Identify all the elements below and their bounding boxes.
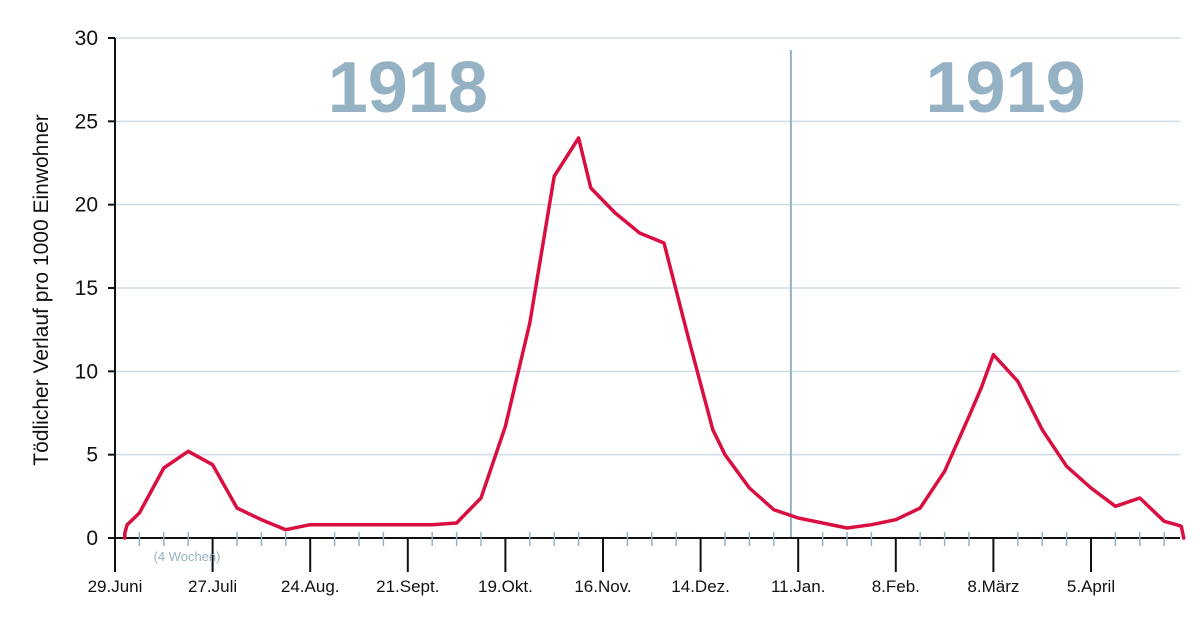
y-axis-ticks: 0 5 10 15 20 25 30: [75, 27, 115, 550]
year-labels: 1918 1919: [328, 48, 1086, 128]
x-axis-ticks: 29.Juni 27.Juli 24.Aug. 21.Sept. 19.Okt. 16.N…: [88, 532, 1165, 596]
x-tick-label: 29.Juni: [88, 577, 143, 596]
year-label: 1919: [926, 48, 1086, 128]
x-tick-label: 16.Nov.: [574, 577, 631, 596]
y-tick-label: 15: [75, 277, 98, 300]
series-lines: [123, 136, 1186, 540]
series-line: [123, 136, 1186, 540]
x-tick-label: 8.Feb.: [872, 577, 920, 596]
x-tick-label: 24.Aug.: [281, 577, 340, 596]
gridlines: [115, 37, 1180, 538]
y-tick-label: 30: [75, 27, 98, 50]
y-tick-label: 20: [75, 194, 98, 217]
x-tick-label: 21.Sept.: [376, 577, 439, 596]
y-axis-title: Tödlicher Verlauf pro 1000 Einwohner: [30, 114, 53, 465]
x-tick-label: 19.Okt.: [478, 577, 533, 596]
y-tick-label: 5: [86, 444, 98, 467]
y-tick-label: 0: [86, 527, 98, 550]
y-tick-label: 25: [75, 110, 98, 133]
year-label: 1918: [328, 48, 488, 128]
annotation-4-wochen: (4 Wochen): [154, 549, 221, 564]
x-tick-label: 8.März: [967, 577, 1019, 596]
x-tick-label: 11.Jan.: [771, 577, 826, 596]
x-tick-label: 27.Juli: [188, 577, 237, 596]
x-tick-label: 5.April: [1067, 577, 1115, 596]
y-tick-label: 10: [75, 360, 98, 383]
x-tick-label: 14.Dez.: [671, 577, 730, 596]
